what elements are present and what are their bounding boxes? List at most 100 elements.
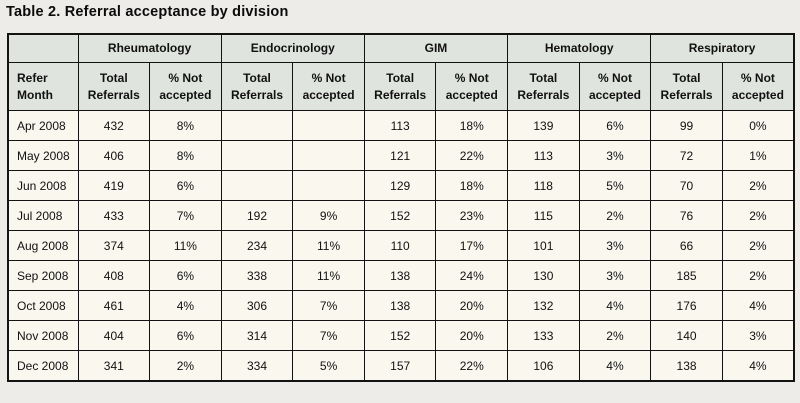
total-referrals-header: Total Referrals xyxy=(650,62,723,111)
total-referrals-cell: 138 xyxy=(363,260,437,291)
total-referrals-cell: 66 xyxy=(650,230,723,261)
pct-not-accepted-cell: 6% xyxy=(149,260,222,291)
table-row: Jul 2008 433 7% 192 9% 152 23% 115 2% 76 2% xyxy=(7,200,795,231)
pct-not-accepted-cell: 1% xyxy=(721,140,795,171)
total-referrals-cell: 140 xyxy=(650,320,723,351)
table-row: Aug 2008 374 11% 234 11% 110 17% 101 3% 66 2% xyxy=(7,230,795,261)
pct-not-accepted-cell: 4% xyxy=(578,350,652,382)
total-referrals-cell: 132 xyxy=(507,290,580,321)
pct-not-accepted-cell: 3% xyxy=(721,320,795,351)
pct-not-accepted-cell: 4% xyxy=(578,290,652,321)
month-cell: Nov 2008 xyxy=(7,320,79,351)
table-body: Apr 2008 432 8% 113 18% 139 6% 99 0% May 2008 406 8… xyxy=(7,110,795,382)
pct-not-accepted-cell: 8% xyxy=(149,140,222,171)
total-referrals-cell xyxy=(220,140,294,171)
pct-not-accepted-cell: 11% xyxy=(149,230,222,261)
table-row: May 2008 406 8% 121 22% 113 3% 72 1% xyxy=(7,140,795,171)
month-cell: Oct 2008 xyxy=(7,290,79,321)
total-referrals-cell: 374 xyxy=(77,230,151,261)
month-cell: Jun 2008 xyxy=(7,170,79,201)
table-row: Oct 2008 461 4% 306 7% 138 20% 132 4% 176 4% xyxy=(7,290,795,321)
total-referrals-header: Total Referrals xyxy=(220,62,294,111)
total-referrals-cell: 433 xyxy=(77,200,151,231)
pct-not-accepted-cell: 6% xyxy=(149,320,222,351)
total-referrals-cell: 113 xyxy=(507,140,580,171)
pct-not-accepted-cell: 23% xyxy=(435,200,509,231)
total-referrals-cell: 76 xyxy=(650,200,723,231)
total-referrals-cell: 106 xyxy=(507,350,580,382)
total-referrals-cell: 130 xyxy=(507,260,580,291)
total-referrals-cell: 338 xyxy=(220,260,294,291)
month-cell: Apr 2008 xyxy=(7,110,79,141)
total-referrals-cell: 404 xyxy=(77,320,151,351)
total-referrals-header: Total Referrals xyxy=(507,62,580,111)
pct-not-accepted-cell: 5% xyxy=(292,350,365,382)
total-referrals-cell: 99 xyxy=(650,110,723,141)
pct-not-accepted-cell: 22% xyxy=(435,140,509,171)
table-header: Rheumatology Endocrinology GIM Hematolog… xyxy=(7,33,795,111)
pct-not-accepted-cell: 11% xyxy=(292,230,365,261)
table-row: Sep 2008 408 6% 338 11% 138 24% 130 3% 185 2% xyxy=(7,260,795,291)
pct-not-accepted-cell: 3% xyxy=(578,260,652,291)
pct-not-accepted-cell: 7% xyxy=(292,290,365,321)
pct-not-accepted-cell: 24% xyxy=(435,260,509,291)
total-referrals-cell: 176 xyxy=(650,290,723,321)
month-cell: May 2008 xyxy=(7,140,79,171)
pct-not-accepted-cell: 4% xyxy=(149,290,222,321)
total-referrals-cell: 234 xyxy=(220,230,294,261)
total-referrals-cell: 306 xyxy=(220,290,294,321)
month-cell: Sep 2008 xyxy=(7,260,79,291)
division-header-respiratory: Respiratory xyxy=(650,33,795,63)
pct-not-accepted-cell: 7% xyxy=(149,200,222,231)
pct-not-accepted-cell: 2% xyxy=(149,350,222,382)
corner-cell xyxy=(7,33,79,63)
total-referrals-cell: 110 xyxy=(363,230,437,261)
pct-not-accepted-cell: 5% xyxy=(578,170,652,201)
referral-table: Rheumatology Endocrinology GIM Hematolog… xyxy=(7,33,795,382)
total-referrals-cell: 113 xyxy=(363,110,437,141)
pct-not-accepted-cell: 18% xyxy=(435,170,509,201)
total-referrals-cell: 72 xyxy=(650,140,723,171)
total-referrals-cell: 121 xyxy=(363,140,437,171)
total-referrals-cell: 129 xyxy=(363,170,437,201)
total-referrals-cell: 341 xyxy=(77,350,151,382)
pct-not-accepted-cell: 7% xyxy=(292,320,365,351)
total-referrals-cell: 432 xyxy=(77,110,151,141)
table-row: Dec 2008 341 2% 334 5% 157 22% 106 4% 138 4% xyxy=(7,350,795,382)
pct-not-accepted-header: % Not accepted xyxy=(149,62,222,111)
pct-not-accepted-cell: 4% xyxy=(721,290,795,321)
total-referrals-cell: 70 xyxy=(650,170,723,201)
pct-not-accepted-cell: 11% xyxy=(292,260,365,291)
division-header-gim: GIM xyxy=(363,33,509,63)
total-referrals-cell xyxy=(220,110,294,141)
pct-not-accepted-header: % Not accepted xyxy=(578,62,652,111)
pct-not-accepted-cell: 6% xyxy=(149,170,222,201)
total-referrals-cell: 152 xyxy=(363,320,437,351)
table-row: Apr 2008 432 8% 113 18% 139 6% 99 0% xyxy=(7,110,795,141)
division-header-endocrinology: Endocrinology xyxy=(220,33,365,63)
division-header-rheumatology: Rheumatology xyxy=(77,33,222,63)
pct-not-accepted-cell: 2% xyxy=(721,260,795,291)
total-referrals-header: Total Referrals xyxy=(363,62,437,111)
total-referrals-cell: 408 xyxy=(77,260,151,291)
total-referrals-cell: 185 xyxy=(650,260,723,291)
total-referrals-cell: 139 xyxy=(507,110,580,141)
pct-not-accepted-cell xyxy=(292,110,365,141)
total-referrals-cell: 138 xyxy=(363,290,437,321)
total-referrals-cell: 406 xyxy=(77,140,151,171)
total-referrals-cell: 115 xyxy=(507,200,580,231)
total-referrals-header: Total Referrals xyxy=(77,62,151,111)
pct-not-accepted-cell: 2% xyxy=(578,320,652,351)
pct-not-accepted-cell: 2% xyxy=(721,200,795,231)
pct-not-accepted-cell: 0% xyxy=(721,110,795,141)
total-referrals-cell: 192 xyxy=(220,200,294,231)
month-cell: Dec 2008 xyxy=(7,350,79,382)
pct-not-accepted-cell xyxy=(292,140,365,171)
pct-not-accepted-cell: 8% xyxy=(149,110,222,141)
division-header-hematology: Hematology xyxy=(507,33,652,63)
pct-not-accepted-cell: 20% xyxy=(435,320,509,351)
pct-not-accepted-cell: 20% xyxy=(435,290,509,321)
month-cell: Jul 2008 xyxy=(7,200,79,231)
pct-not-accepted-header: % Not accepted xyxy=(435,62,509,111)
